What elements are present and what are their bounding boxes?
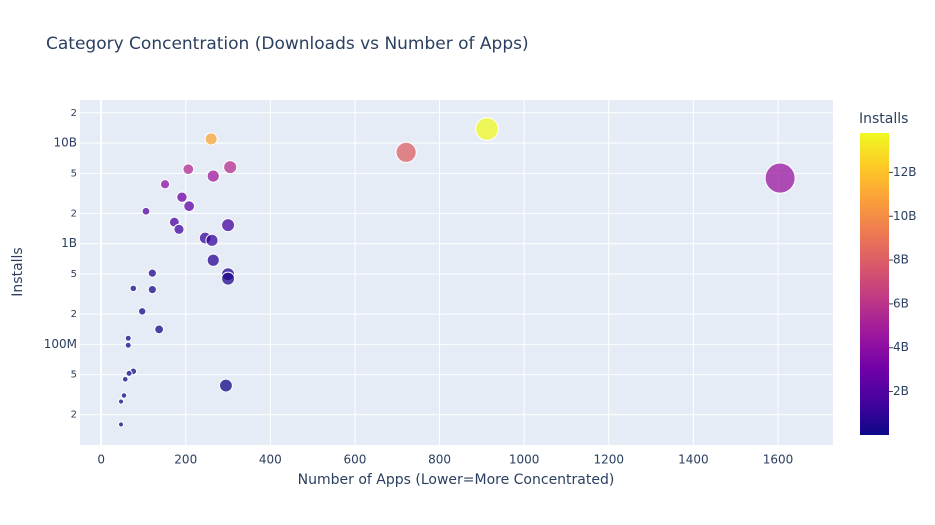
point — [204, 132, 218, 146]
colorbar-title: Installs — [859, 111, 908, 127]
point — [219, 378, 233, 393]
point — [137, 307, 147, 316]
colorbar — [860, 133, 889, 435]
point — [141, 206, 151, 216]
colorbar-tick-label: 2B — [893, 384, 909, 398]
point — [182, 163, 195, 176]
point — [117, 398, 125, 405]
colorbar-tick-label: 4B — [893, 340, 909, 354]
point — [120, 392, 128, 399]
colorbar-tick-label: 12B — [893, 165, 917, 179]
x-tick-label: 200 — [174, 453, 197, 467]
point — [176, 191, 188, 203]
point — [764, 162, 796, 194]
point — [221, 271, 236, 286]
y-tick-label: 5 — [71, 168, 77, 179]
point — [129, 284, 138, 293]
x-axis-title: Number of Apps (Lower=More Concentrated) — [298, 472, 615, 488]
y-tick-label: 2 — [71, 309, 77, 320]
point — [205, 233, 219, 247]
y-tick-label: 10B — [53, 136, 77, 150]
y-tick-label: 1B — [61, 236, 77, 250]
chart-title: Category Concentration (Downloads vs Num… — [46, 34, 529, 54]
colorbar-tick-label: 8B — [893, 253, 909, 267]
point — [154, 324, 164, 335]
point — [206, 253, 220, 267]
y-tick-label: 100M — [44, 337, 77, 351]
y-tick-label: 2 — [71, 208, 77, 219]
point — [206, 169, 220, 183]
x-tick-label: 600 — [344, 453, 367, 467]
point — [183, 200, 196, 213]
y-tick-label: 2 — [71, 108, 77, 119]
x-tick-label: 0 — [97, 453, 105, 467]
point — [125, 369, 133, 377]
point — [124, 334, 132, 342]
point — [147, 284, 157, 295]
point — [159, 179, 171, 190]
x-tick-label: 1600 — [763, 453, 794, 467]
x-tick-label: 400 — [259, 453, 282, 467]
point — [475, 117, 499, 141]
y-tick-label: 5 — [71, 269, 77, 280]
y-tick-label: 2 — [71, 410, 77, 421]
x-tick-label: 1400 — [678, 453, 709, 467]
colorbar-tick-label: 10B — [893, 209, 917, 223]
y-tick-label: 5 — [71, 370, 77, 381]
plot-area — [80, 100, 833, 445]
x-tick-label: 1200 — [594, 453, 625, 467]
colorbar-tick-label: 6B — [893, 296, 909, 310]
point — [173, 223, 185, 235]
point — [221, 218, 236, 233]
point — [117, 421, 125, 428]
point — [121, 375, 129, 383]
points — [117, 117, 796, 428]
point — [147, 268, 157, 278]
point — [395, 141, 417, 163]
point — [124, 341, 132, 349]
x-tick-label: 800 — [428, 453, 451, 467]
y-axis-title: Installs — [10, 247, 26, 296]
point — [223, 160, 238, 175]
x-tick-label: 1000 — [509, 453, 540, 467]
